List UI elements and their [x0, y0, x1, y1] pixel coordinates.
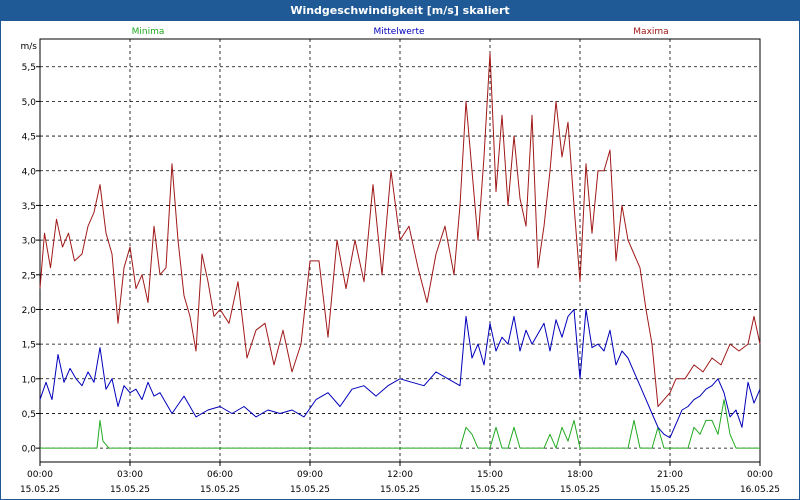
x-tick-date: 15.05.25 — [110, 485, 150, 495]
y-tick-label: 3,5 — [22, 202, 36, 212]
y-tick-label: 1,0 — [22, 375, 37, 385]
x-tick-time: 06:00 — [207, 470, 233, 480]
x-tick-date: 15.05.25 — [290, 485, 330, 495]
y-tick-label: 2,5 — [22, 271, 36, 281]
x-tick-date: 15.05.25 — [470, 485, 510, 495]
y-tick-label: 2,0 — [22, 306, 37, 316]
x-tick-date: 15.05.25 — [200, 485, 240, 495]
y-tick-label: 0,5 — [22, 410, 36, 420]
y-tick-label: 1,5 — [22, 341, 36, 351]
x-tick-time: 21:00 — [657, 470, 683, 480]
x-tick-time: 03:00 — [117, 470, 143, 480]
legend-minima: Minima — [132, 27, 165, 37]
x-tick-time: 00:00 — [27, 470, 53, 480]
chart-title: Windgeschwindigkeit [m/s] skaliert — [1, 1, 799, 21]
x-tick-date: 15.05.25 — [560, 485, 600, 495]
y-tick-label: 5,0 — [22, 98, 37, 108]
legend-mittelwerte: Mittelwerte — [373, 27, 424, 37]
y-tick-label: 4,0 — [22, 167, 37, 177]
x-tick-time: 18:00 — [567, 470, 593, 480]
series-line-minima — [40, 399, 760, 449]
series-line-maxima — [39, 52, 761, 407]
y-tick-label: 0,0 — [22, 445, 37, 455]
x-tick-date: 15.05.25 — [20, 485, 60, 495]
x-tick-time: 09:00 — [297, 470, 323, 480]
x-tick-date: 15.05.25 — [380, 485, 420, 495]
y-tick-label: 4,5 — [22, 133, 36, 143]
series-line-mittelwerte — [39, 308, 761, 439]
x-tick-date: 15.05.25 — [650, 485, 690, 495]
x-tick-time: 15:00 — [477, 470, 503, 480]
x-tick-date: 16.05.25 — [740, 485, 780, 495]
x-tick-time: 00:00 — [747, 470, 773, 480]
legend-maxima: Maxima — [633, 27, 668, 37]
x-tick-time: 12:00 — [387, 470, 413, 480]
y-tick-label: 3,0 — [22, 237, 37, 247]
y-tick-label: 5,5 — [22, 63, 36, 73]
y-axis-label: m/s — [21, 42, 38, 52]
